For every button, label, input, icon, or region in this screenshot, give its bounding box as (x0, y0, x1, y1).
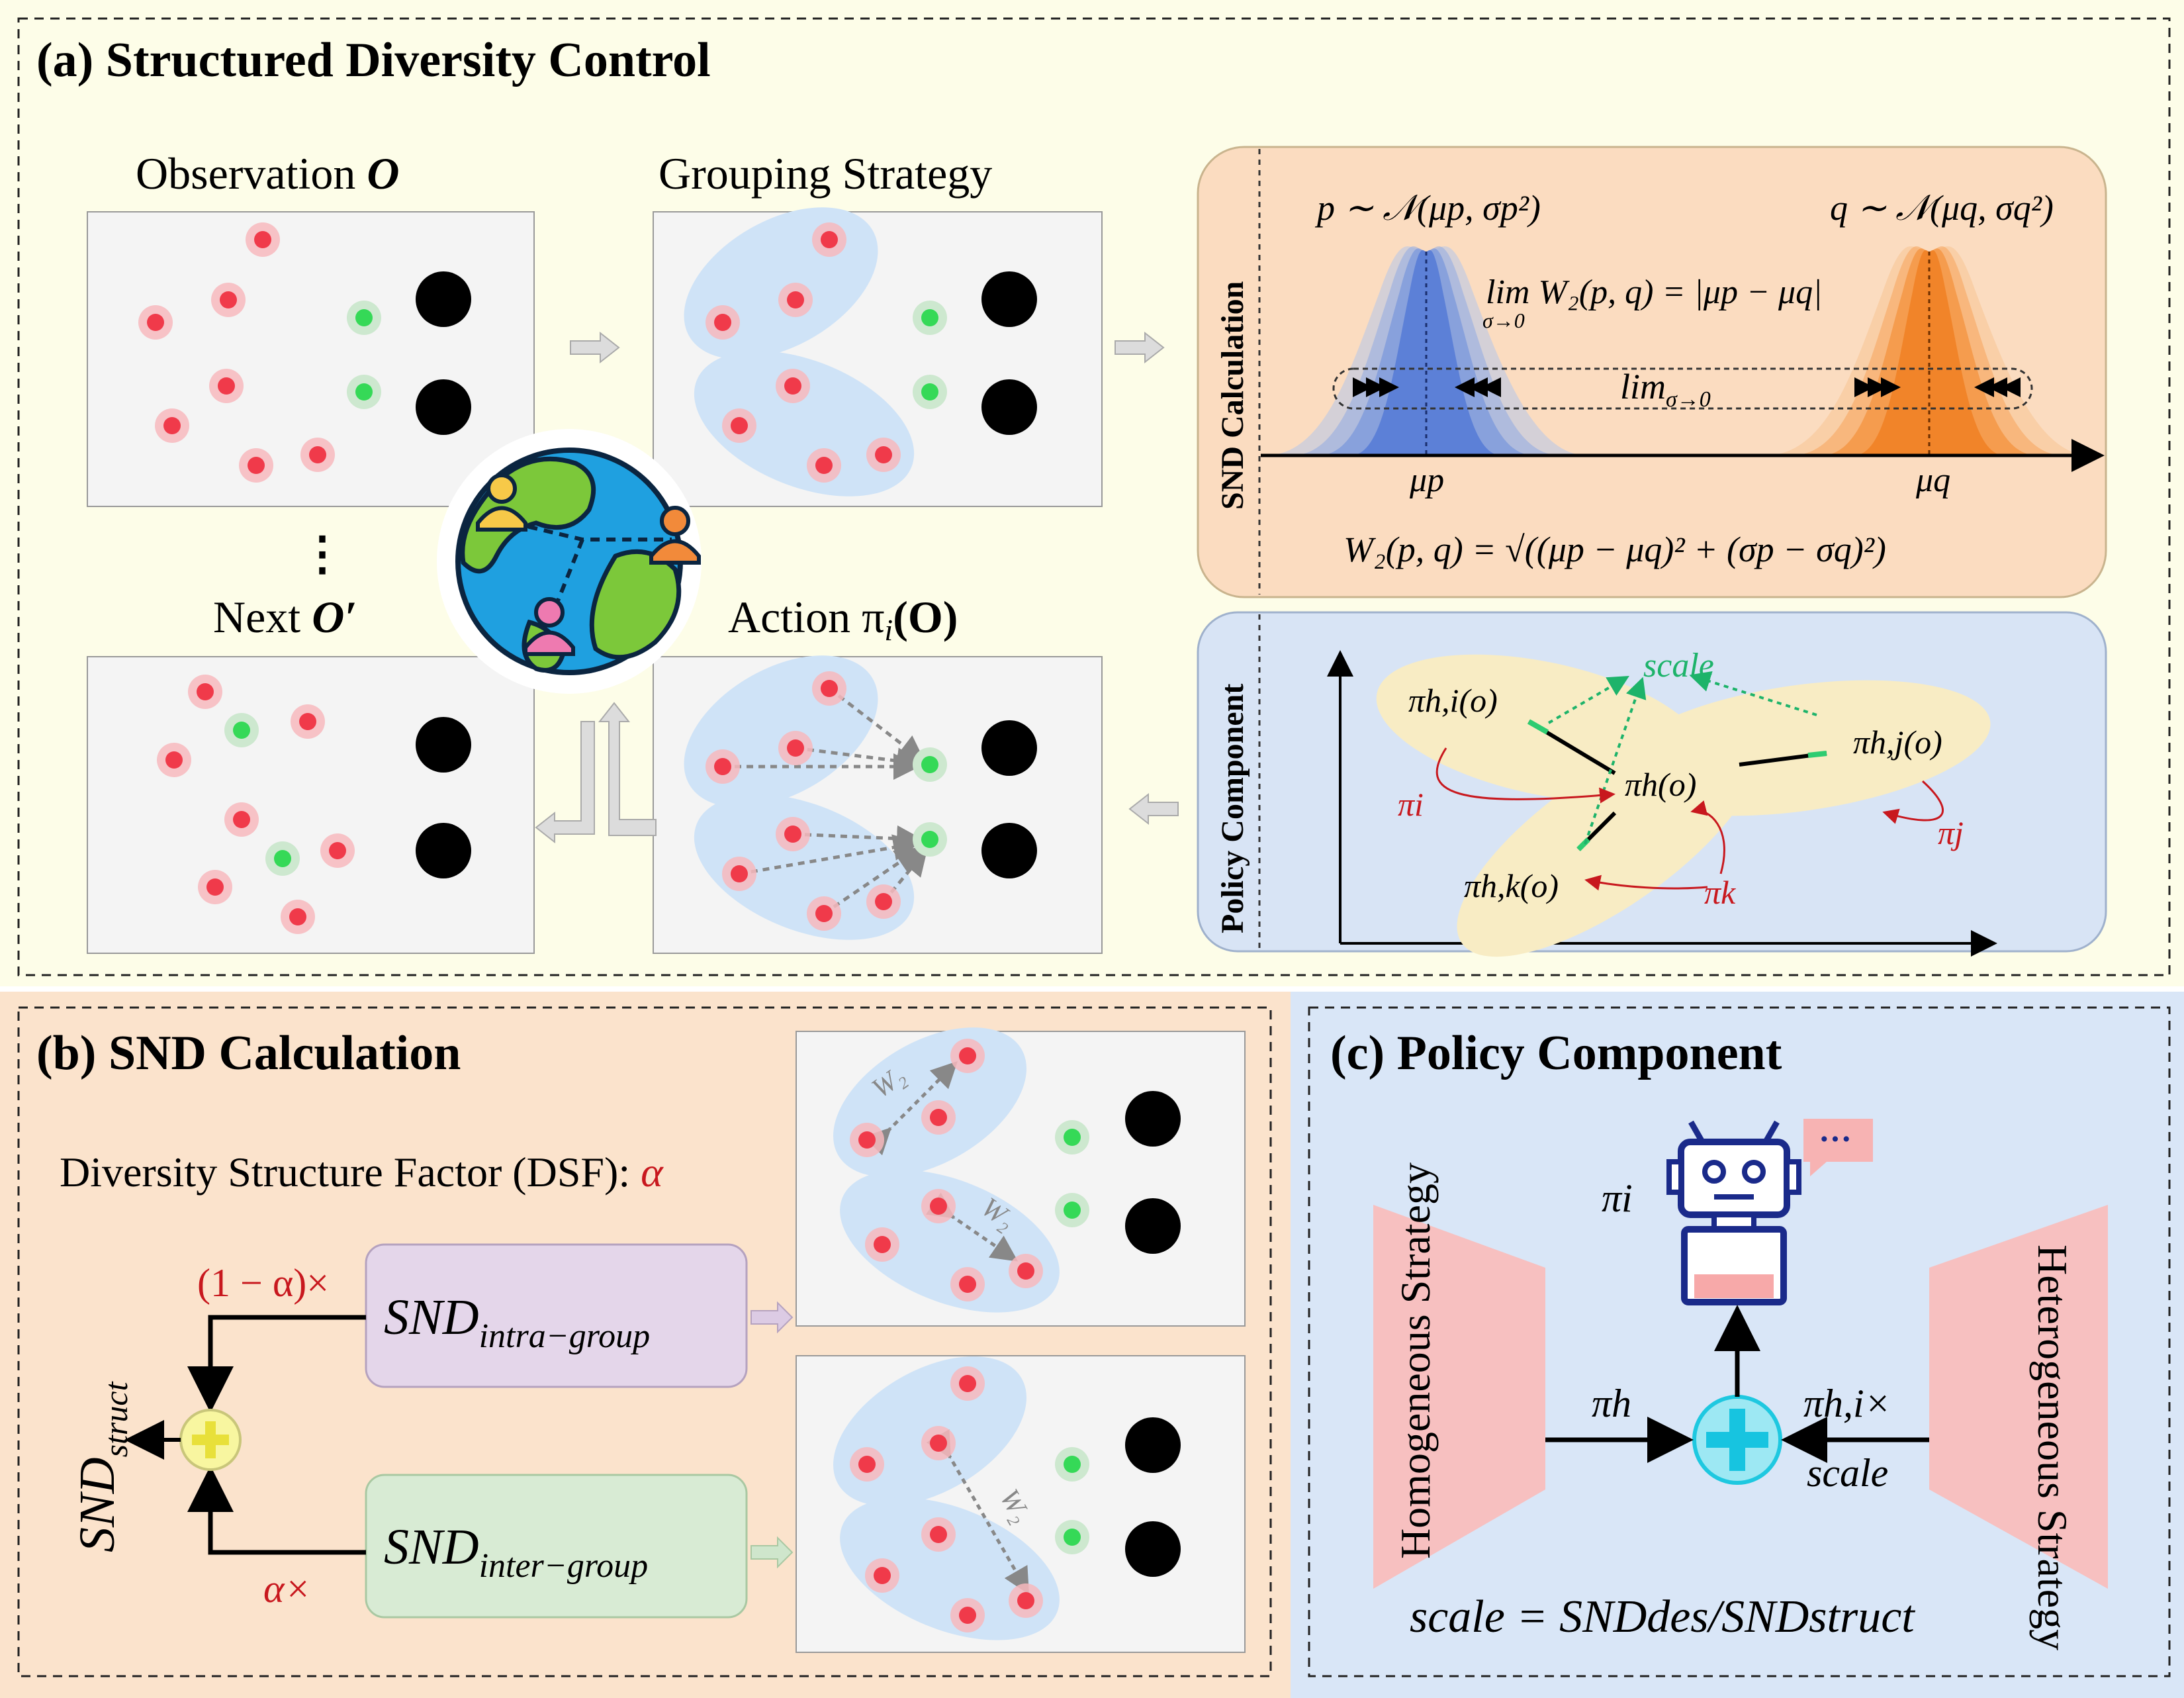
arrow-inter-to-example (751, 1536, 794, 1569)
grouping-groups (684, 207, 1037, 496)
snd-intra-label: SNDintra−group (384, 1290, 650, 1355)
panel-c-title: (c) Policy Component (1330, 1026, 1782, 1080)
pi-h-input-label: πh (1592, 1382, 1631, 1425)
mu-p-label: μp (1409, 461, 1444, 499)
arrow-env-to-action (598, 702, 657, 836)
policy-side-label: Policy Component (1215, 684, 1250, 933)
w2-formula: W₂(p, q) = √((μp − μq)² + (σp − σq)²) (1343, 530, 1886, 569)
heterogeneous-strategy-block (1929, 1205, 2108, 1589)
intra-to-sum-arrow (187, 1315, 366, 1413)
robot-pi-i-label: πi (1602, 1176, 1633, 1220)
combine-plus-icon (1692, 1395, 1782, 1485)
action-groups (684, 655, 1037, 940)
speech-bubble-icon: ··· (1803, 1119, 1873, 1176)
scale-formula: scale = SNDdes/SNDstruct (1410, 1591, 1915, 1642)
snd-inter-box (365, 1474, 748, 1619)
snd-struct-label: SNDstruct (69, 1381, 134, 1552)
heterogeneous-label: Heterogeneous Strategy (2029, 1245, 2076, 1650)
next-observation-agents (157, 675, 471, 934)
panel-b-title: (b) SND Calculation (36, 1026, 461, 1080)
scale-arrows (1547, 671, 1817, 845)
arrow-intra-to-example (751, 1301, 794, 1334)
homogeneous-label: Homogeneous Strategy (1392, 1162, 1439, 1559)
pi-i-label: πi (1398, 786, 1424, 823)
snd-inter-label: SNDinter−group (384, 1519, 648, 1585)
environment-globe-icon (437, 429, 702, 694)
action-label: Action πi(O) (728, 592, 958, 647)
limit-band (1332, 367, 2033, 410)
homogeneous-strategy-block (1373, 1205, 1545, 1589)
robot-icon (1666, 1120, 1801, 1305)
limit-formula: lim W₂(p, q) = |μp − μq| (1486, 273, 1822, 311)
gaussian-p (1264, 246, 1588, 456)
limit-formula-sub: σ→0 (1482, 308, 1525, 332)
dist-q-label: q ∼ 𝒩(μq, σq²) (1830, 188, 2054, 228)
arrow-action-to-next (535, 721, 595, 844)
scale-label: scale (1643, 647, 1714, 684)
grouping-label: Grouping Strategy (659, 148, 992, 199)
snd-side-label: SND Calculation (1215, 281, 1250, 510)
lim-label: limσ→0 (1620, 367, 1711, 412)
pi-hj-label: πh,j(o) (1853, 724, 1942, 761)
pi-h-label: πh(o) (1625, 766, 1696, 803)
pi-hi-input-label: πh,i× (1803, 1382, 1891, 1425)
arrow-obs-to-grouping (570, 331, 620, 364)
policy-vectors (1527, 719, 1827, 851)
pi-hk-label: πh,k(o) (1464, 867, 1559, 904)
inter-to-sum-arrow (187, 1466, 366, 1555)
pi-k-label: πk (1704, 874, 1736, 911)
one-minus-alpha-label: (1 − α)× (197, 1261, 329, 1305)
observation-label: Observation O (136, 148, 399, 199)
panel-c-border (1308, 1006, 2171, 1677)
panel-a-title: (a) Structured Diversity Control (36, 33, 711, 87)
scale-input-label: scale (1807, 1451, 1888, 1495)
svg-text:···: ··· (1819, 1120, 1852, 1157)
alpha-times-label: α× (263, 1567, 311, 1611)
gaussian-q (1764, 246, 2091, 456)
ellipsis: ⋮ (299, 529, 345, 580)
dist-p-label: p ∼ 𝒩(μp, σp²) (1314, 188, 1541, 228)
mu-q-label: μq (1915, 461, 1950, 499)
arrow-grouping-to-snd (1115, 331, 1165, 364)
arrow-policy-to-action (1128, 792, 1179, 825)
sum-plus-icon (179, 1409, 242, 1471)
next-observation-label: Next O′ (213, 592, 357, 642)
dsf-label: Diversity Structure Factor (DSF): α (60, 1149, 664, 1196)
panel-b-border (17, 1006, 1272, 1677)
panel-a-border (17, 17, 2171, 976)
pi-j-label: πj (1938, 814, 1964, 851)
pi-arrows (1435, 747, 1944, 891)
observation-agents (138, 222, 471, 483)
pi-hi-label: πh,i(o) (1408, 682, 1498, 719)
